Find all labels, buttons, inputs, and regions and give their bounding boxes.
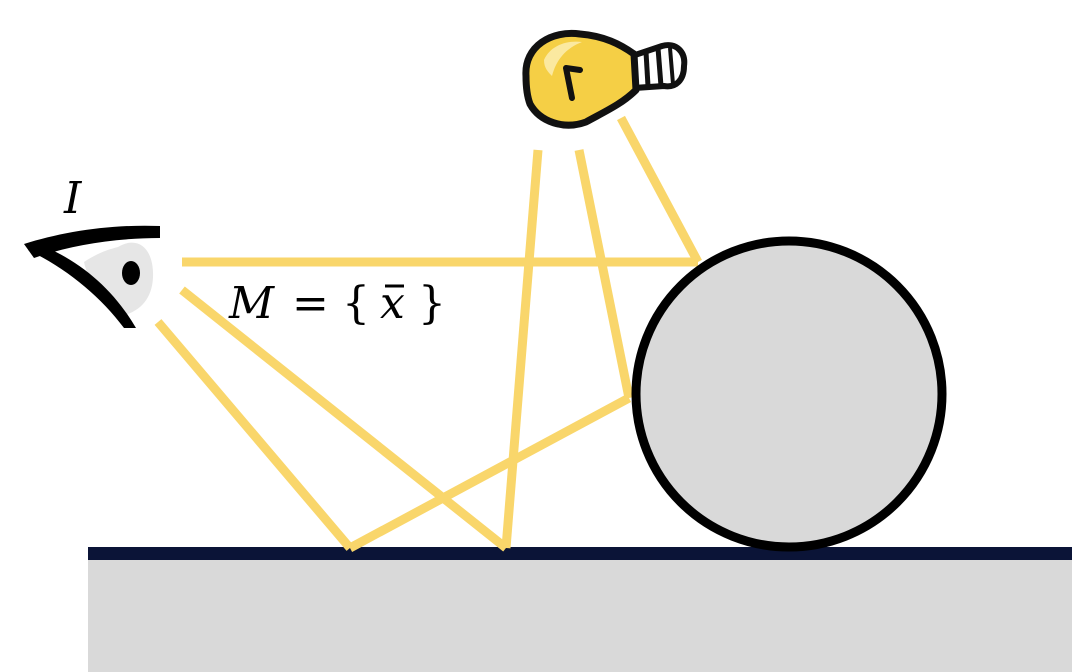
sphere — [631, 236, 947, 552]
ground-plane — [88, 547, 1072, 672]
bulb-highlight — [544, 41, 582, 76]
bulb-cap — [629, 42, 688, 91]
ray-bulb-to-sphere-top — [617, 115, 702, 265]
ray-eye-to-ground-b — [179, 286, 509, 552]
equals-sign: = — [292, 278, 329, 329]
brace-open: { — [342, 278, 370, 329]
light-bulb-icon — [522, 29, 688, 129]
measurement-label: M = { x } — [228, 278, 446, 329]
eye-white — [84, 242, 154, 316]
ray-ground-to-sphere — [347, 394, 632, 552]
measurement-var: M — [228, 278, 275, 329]
eye-pupil — [122, 261, 140, 285]
eye-lower-lid — [28, 244, 136, 328]
image-label: I — [63, 173, 83, 224]
brace-close: } — [418, 278, 446, 329]
eye-icon — [24, 225, 160, 328]
eye-upper-lid — [24, 225, 160, 258]
ground-edge — [88, 547, 1072, 560]
bulb-filament — [563, 65, 583, 101]
ray-eye-to-ground-a — [154, 319, 354, 551]
ground-fill — [88, 554, 1072, 672]
ray-bulb-to-ground — [501, 149, 543, 549]
light-rays — [154, 115, 702, 552]
bulb-glass — [522, 29, 640, 129]
ray-bulb-to-sphere-side — [574, 149, 634, 399]
